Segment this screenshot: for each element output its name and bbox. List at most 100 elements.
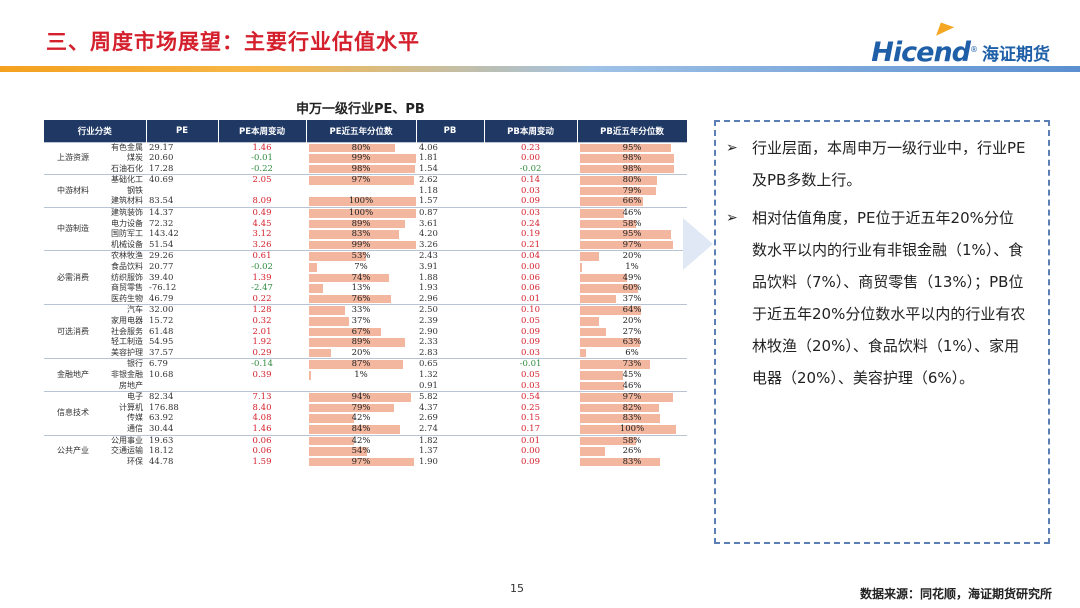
pb-percentile-bar xyxy=(580,219,636,229)
table-row: 轻工制造 54.95 1.92 89% 2.33 0.09 63% xyxy=(44,337,687,348)
pb-change: 0.00 xyxy=(521,446,540,457)
pb-value: 4.37 xyxy=(419,402,438,413)
group-label: 必需消费 xyxy=(44,250,102,305)
pe-percentile-text: 89% xyxy=(351,218,371,229)
pb-percentile: 49% xyxy=(577,273,687,284)
pb-change: 0.09 xyxy=(521,196,540,207)
pb-percentile-text: 83% xyxy=(622,456,642,467)
pb-change: 0.09 xyxy=(521,456,540,467)
pe-value: 18.12 xyxy=(146,446,218,457)
pe-change: 1.28 xyxy=(218,304,307,316)
table-row: 通信 30.44 1.46 84% 2.74 0.17 100% xyxy=(44,424,687,435)
pe-change xyxy=(218,381,306,392)
pb-value: 2.33 xyxy=(419,337,438,348)
pe-change: -0.22 xyxy=(251,163,273,174)
pe-percentile-text: 83% xyxy=(351,229,371,240)
pe-percentile: 89% xyxy=(306,219,416,230)
table-row: 国防军工 143.42 3.12 83% 4.20 0.19 95% xyxy=(44,229,687,240)
pe-value: 6.79 xyxy=(146,358,219,370)
pb-percentile: 66% xyxy=(577,196,687,207)
commentary-box: ➢ 行业层面，本周申万一级行业中，行业PE及PB多数上行。 ➢ 相对估值角度，P… xyxy=(714,120,1050,544)
pb-percentile-bar xyxy=(580,414,660,423)
pe-percentile-bar xyxy=(309,317,349,326)
pb-value: 1.32 xyxy=(419,369,438,380)
pe-percentile-bar xyxy=(309,414,355,423)
table-row: 传媒 63.92 4.08 42% 2.69 0.15 83% xyxy=(44,413,687,424)
pe-change: 0.49 xyxy=(218,207,307,219)
pe-change: 2.05 xyxy=(218,174,307,186)
pb-change: 0.00 xyxy=(521,262,540,273)
pe-value: 54.95 xyxy=(146,337,218,348)
pb-percentile-bar xyxy=(580,327,606,337)
pe-value: 63.92 xyxy=(146,413,218,424)
pe-text: -76.12 xyxy=(149,283,177,294)
pe-change: -0.02 xyxy=(251,262,273,273)
commentary-text: 行业层面，本周申万一级行业中，行业PE及PB多数上行。 xyxy=(752,139,1026,189)
pb-percentile-bar xyxy=(580,252,600,262)
pe-change: 1.46 xyxy=(218,141,307,154)
pe-change: -0.14 xyxy=(218,358,307,370)
pe-change: 4.45 xyxy=(252,218,272,229)
table-row: 上游资源 有色金属 29.17 1.46 80% 4.06 0.23 95% xyxy=(44,141,688,175)
industry-name: 银行 xyxy=(102,358,147,370)
table-header-row: 行业分类 PE PE本周变动 PE近五年分位数 PB PB本周变动 PB近五年分… xyxy=(44,120,688,142)
pb-value: 3.91 xyxy=(419,262,438,273)
pe-value: 32.00 xyxy=(146,304,219,316)
pb-percentile-bar xyxy=(580,306,642,315)
pb-value: 0.87 xyxy=(416,207,485,219)
pb-percentile-text: 98% xyxy=(622,153,642,164)
pe-change: 8.09 xyxy=(252,196,272,207)
pe-percentile: 76% xyxy=(306,294,416,305)
arrow-bullet-icon: ➢ xyxy=(726,140,738,156)
table-row: 商贸零售 -76.12 -2.47 13% 1.93 0.06 60% xyxy=(44,283,687,294)
industry-name: 电力设备 xyxy=(111,218,144,228)
pb-percentile-text: 49% xyxy=(622,272,642,283)
pe-text: 19.63 xyxy=(149,435,174,446)
pe-percentile-bar xyxy=(309,143,396,153)
table-row: 必需消费 农林牧渔 29.26 0.61 53% 2.43 0.04 20% xyxy=(44,250,688,305)
pb-percentile: 27% xyxy=(577,327,687,338)
commentary-bullet: ➢ 行业层面，本周申万一级行业中，行业PE及PB多数上行。 xyxy=(726,132,1026,196)
pb-percentile: 46% xyxy=(577,207,688,219)
industry-name: 环保 xyxy=(127,456,144,466)
col-header-pe-change: PE本周变动 xyxy=(218,120,307,142)
pe-change xyxy=(218,186,306,197)
industry-name: 有色金属 xyxy=(102,141,147,154)
pb-percentile: 95% xyxy=(577,229,687,240)
pb-percentile: 64% xyxy=(577,304,688,316)
pe-text: 20.77 xyxy=(149,262,174,273)
pb-value: 4.06 xyxy=(416,141,485,154)
industry-name: 美容护理 xyxy=(111,347,144,357)
pe-change: -0.01 xyxy=(251,153,273,164)
group-label: 可选消费 xyxy=(44,304,102,359)
table-row: 医药生物 46.79 0.22 76% 2.96 0.01 37% xyxy=(44,294,687,305)
industry-name: 石油石化 xyxy=(111,163,144,173)
industry-name: 食品饮料 xyxy=(111,262,144,272)
pe-change: 1.39 xyxy=(252,272,272,283)
pe-percentile-text: 100% xyxy=(348,196,374,207)
pe-percentile: 94% xyxy=(306,391,417,403)
industry-name: 农林牧渔 xyxy=(102,250,147,263)
pe-percentile-bar xyxy=(309,348,331,358)
pe-value xyxy=(146,186,218,197)
pb-value: 1.18 xyxy=(419,185,438,196)
pb-percentile-bar xyxy=(580,263,583,272)
pb-change: 0.17 xyxy=(521,423,540,434)
pb-percentile-text: 80% xyxy=(622,175,642,186)
pb-percentile: 98% xyxy=(577,164,687,175)
pb-percentile-text: 83% xyxy=(622,413,642,424)
industry-name: 计算机 xyxy=(119,402,144,412)
pb-percentile: 58% xyxy=(577,434,688,447)
pe-change: 0.32 xyxy=(252,316,272,326)
pe-change: 3.12 xyxy=(252,229,272,240)
pb-percentile-bar xyxy=(580,154,675,163)
pe-value: 82.34 xyxy=(146,391,219,403)
pe-change: 4.08 xyxy=(252,413,272,424)
pb-change: 0.03 xyxy=(521,380,540,391)
pb-value: 1.57 xyxy=(419,196,438,207)
pe-text: 29.17 xyxy=(149,142,174,153)
pb-change: 0.01 xyxy=(521,293,540,304)
pe-percentile-bar xyxy=(309,338,406,347)
pe-percentile: 97% xyxy=(306,174,417,186)
industry-name: 电子 xyxy=(102,391,147,403)
